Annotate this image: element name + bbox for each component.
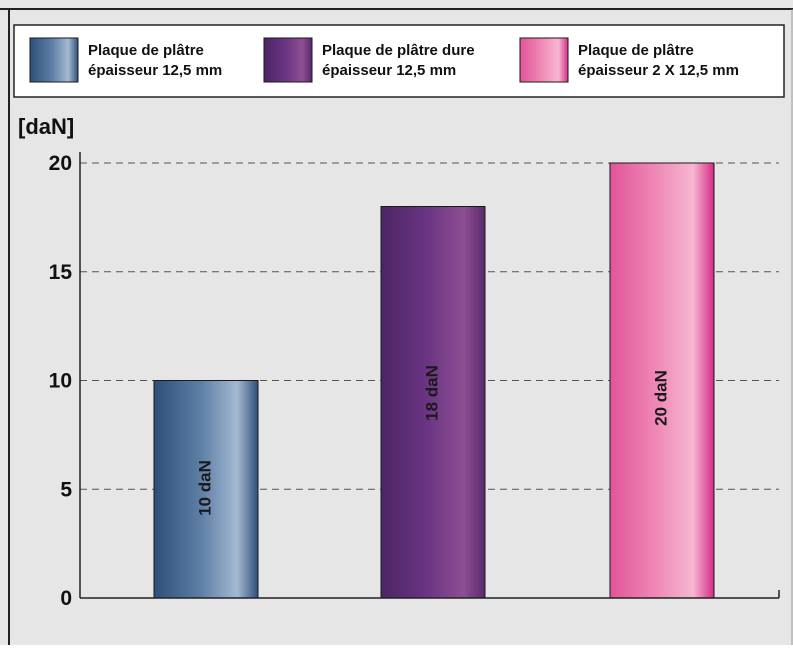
bar-data-label: 20 daN [651,370,670,426]
legend-label: épaisseur 12,5 mm [88,62,222,79]
bar [380,206,486,599]
y-tick-label: 15 [49,261,73,284]
legend-swatch [519,37,569,83]
legend-label: épaisseur 12,5 mm [322,62,456,79]
legend-swatch [263,37,313,83]
bar-data-label: 10 daN [195,460,214,516]
legend-label: Plaque de plâtre dure [322,42,475,59]
y-axis-label: [daN] [18,114,74,139]
y-tick-label: 5 [60,478,72,501]
legend: Plaque de plâtre épaisseur 12,5 mm Plaque … [29,37,739,83]
legend-swatch [29,37,79,83]
legend-label: épaisseur 2 X 12,5 mm [578,62,739,79]
y-tick-label: 0 [60,587,72,610]
y-tick-label: 10 [49,370,72,393]
legend-label: Plaque de plâtre [88,42,204,59]
bar-data-label: 18 daN [422,365,441,421]
y-tick-label: 20 [49,152,72,175]
bars [153,162,715,599]
y-tick-labels: 0 5 10 15 20 [49,152,73,610]
bar-data-labels: 10 daN 18 daN 20 daN [195,365,670,516]
bar [609,162,715,599]
bar [153,380,259,599]
legend-label: Plaque de plâtre [578,42,694,59]
legend-box [13,24,785,98]
